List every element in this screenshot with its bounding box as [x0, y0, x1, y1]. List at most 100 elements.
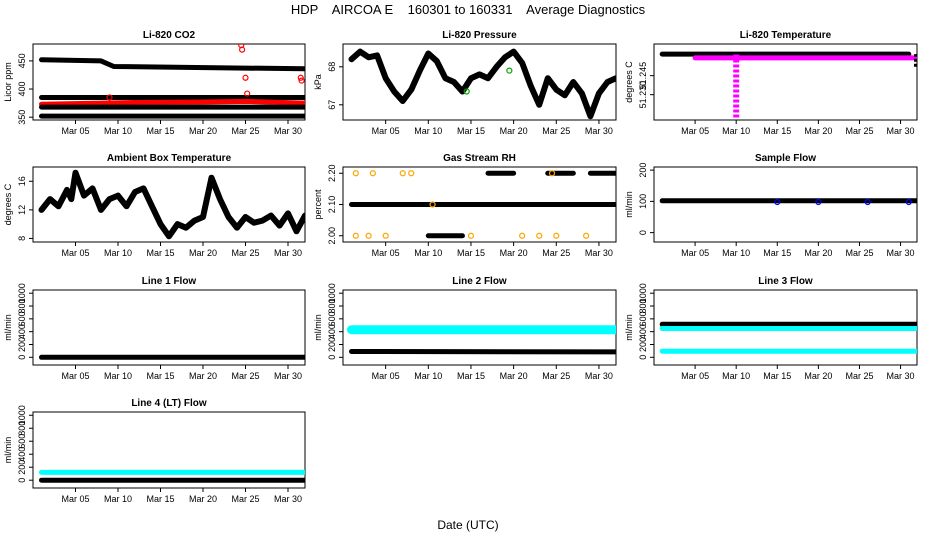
x-tick-label: Mar 20 — [804, 248, 832, 258]
y-tick-label: 0 — [638, 230, 648, 235]
y-tick-label: 400 — [17, 447, 27, 462]
data-point-rh-orange — [352, 170, 359, 177]
y-tick-label: 1000 — [327, 283, 337, 303]
y-axis-label: ml/min — [3, 437, 13, 464]
x-tick-label: Mar 15 — [763, 248, 791, 258]
x-tick-label: Mar 20 — [804, 371, 832, 381]
plot-frame — [32, 411, 306, 489]
x-tick-label: Mar 25 — [231, 371, 259, 381]
y-tick-label: 800 — [17, 299, 27, 314]
plot-frame — [653, 166, 918, 243]
series-group — [349, 170, 616, 239]
data-point-red-outliers — [297, 74, 304, 81]
y-tick-label: 200 — [327, 337, 337, 352]
data-point-rh-orange — [583, 232, 590, 239]
x-tick-label: Mar 15 — [146, 248, 174, 258]
x-tick-label: Mar 05 — [372, 371, 400, 381]
plot-frame — [32, 43, 306, 121]
x-tick-label: Mar 20 — [189, 248, 217, 258]
x-tick-label: Mar 25 — [845, 371, 873, 381]
x-tick-label: Mar 05 — [372, 126, 400, 136]
y-tick-label: 600 — [17, 434, 27, 449]
data-point-rh-orange — [548, 170, 556, 177]
series-ambient — [38, 169, 305, 240]
y-tick-label: 600 — [638, 311, 648, 326]
y-tick-label: 16 — [17, 176, 27, 186]
x-tick-label: Mar 10 — [104, 126, 132, 136]
y-tick-label: 8 — [17, 236, 27, 241]
plot-frame — [32, 166, 306, 243]
x-tick-label: Mar 30 — [274, 494, 302, 504]
data-point-rh-orange — [369, 170, 376, 177]
data-point-pressure-green — [463, 88, 470, 95]
y-axis-label: ml/min — [313, 314, 323, 341]
x-tick-label: Mar 10 — [104, 494, 132, 504]
x-tick-label: Mar 05 — [681, 371, 709, 381]
x-tick-label: Mar 30 — [274, 248, 302, 258]
panel-title: Ambient Box Temperature — [107, 153, 232, 164]
y-tick-label: 1000 — [638, 283, 648, 303]
y-axis-label: ml/min — [624, 314, 634, 341]
x-tick-label: Mar 15 — [763, 371, 791, 381]
y-tick-label: 2.00 — [327, 227, 337, 245]
y-axis-label: kPa — [313, 74, 323, 90]
y-tick-label: 67 — [327, 100, 337, 110]
data-point-rh-orange — [429, 201, 436, 208]
x-axis-label: Date (UTC) — [437, 518, 499, 532]
series-group — [659, 198, 917, 206]
y-axis-label: percent — [313, 189, 323, 220]
x-tick-label: Mar 10 — [414, 371, 442, 381]
y-tick-label: 200 — [17, 460, 27, 475]
y-tick-label: 200 — [638, 337, 648, 352]
y-tick-label: 600 — [327, 311, 337, 326]
x-tick-label: Mar 05 — [61, 248, 89, 258]
y-tick-label: 200 — [638, 163, 648, 178]
x-tick-label: Mar 25 — [542, 248, 570, 258]
data-point-red-outliers — [298, 77, 305, 84]
data-point-rh-orange — [399, 170, 406, 177]
panel-title: Li-820 Temperature — [740, 30, 832, 41]
panel-ambient: Ambient Box Temperature degrees C 8 12 16 Mar… — [3, 153, 306, 258]
y-tick-label: 800 — [17, 421, 27, 436]
x-tick-label: Mar 05 — [681, 126, 709, 136]
x-tick-label: Mar 05 — [372, 248, 400, 258]
y-tick-label: 1000 — [17, 405, 27, 425]
series-group — [348, 48, 616, 120]
y-tick-label: 400 — [17, 324, 27, 339]
x-tick-label: Mar 10 — [722, 126, 750, 136]
x-tick-label: Mar 15 — [146, 371, 174, 381]
y-axis-label: degrees C — [624, 61, 634, 103]
panel-title: Li-820 CO2 — [143, 30, 196, 41]
data-point-rh-orange — [365, 232, 372, 239]
x-tick-label: Mar 20 — [189, 371, 217, 381]
panel-gasrh: Gas Stream RH percent 2.00 2.10 2.20 Mar 05 Ma… — [313, 153, 617, 258]
series-group — [347, 325, 616, 355]
x-tick-label: Mar 25 — [231, 126, 259, 136]
plot-frame — [32, 289, 306, 366]
x-tick-label: Mar 25 — [231, 494, 259, 504]
panel-pressure: Li-820 Pressure kPa 67 68 Mar 05 Mar 10 Mar 15… — [313, 30, 617, 136]
y-tick-label: 1000 — [17, 283, 27, 303]
y-tick-label: 800 — [638, 299, 648, 314]
y-tick-label: 51.230 — [638, 81, 648, 109]
series-upper — [39, 57, 305, 72]
panel-title: Line 4 (LT) Flow — [131, 398, 207, 409]
series-group — [659, 321, 917, 354]
panel-title: Line 1 Flow — [142, 276, 197, 287]
x-tick-label: Mar 10 — [722, 248, 750, 258]
y-axis-label: ml/min — [624, 191, 634, 218]
x-tick-label: Mar 30 — [585, 248, 613, 258]
data-point-rh-orange — [553, 232, 560, 239]
y-tick-label: 100 — [638, 194, 648, 209]
x-tick-label: Mar 05 — [61, 371, 89, 381]
x-tick-label: Mar 15 — [457, 126, 485, 136]
x-tick-label: Mar 05 — [61, 126, 89, 136]
series-group — [38, 169, 305, 240]
x-tick-label: Mar 25 — [542, 371, 570, 381]
x-tick-label: Mar 30 — [887, 248, 915, 258]
series-red — [39, 98, 305, 107]
y-tick-label: 0 — [17, 355, 27, 360]
